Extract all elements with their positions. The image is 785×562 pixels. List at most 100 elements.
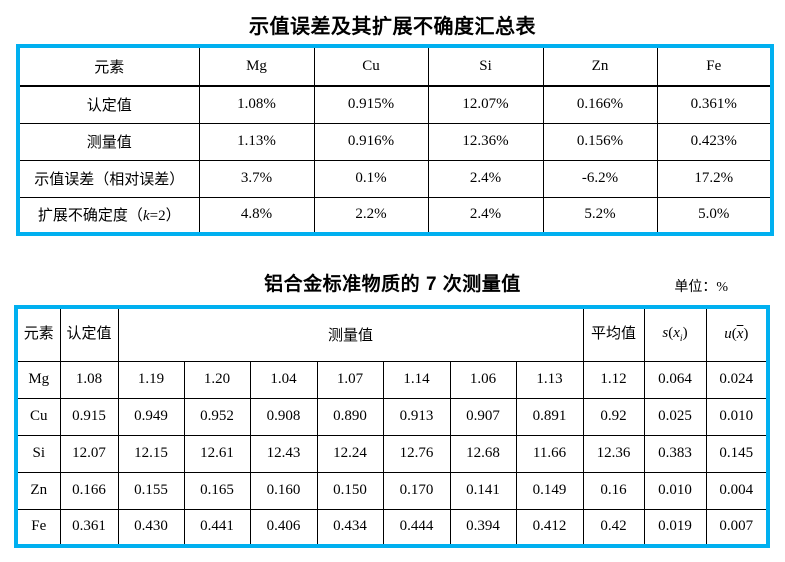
value-cell: 5.0% bbox=[656, 196, 773, 235]
value-cell: -6.2% bbox=[542, 159, 658, 198]
value-cell: 2.4% bbox=[427, 196, 544, 235]
measurement-value: 12.68 bbox=[449, 434, 517, 473]
measurement-value: 11.66 bbox=[515, 434, 584, 473]
element-symbol-header: Fe bbox=[656, 45, 773, 87]
row-label: 认定值 bbox=[17, 85, 200, 124]
measurement-value: 0.155 bbox=[117, 471, 185, 510]
element-symbol-header: Cu bbox=[313, 45, 429, 87]
measurement-value: 1.19 bbox=[117, 360, 185, 399]
measurement-value: 12.76 bbox=[382, 434, 451, 473]
row-label: 示值误差（相对误差） bbox=[17, 159, 200, 198]
element-symbol: Fe bbox=[15, 508, 61, 547]
value-cell: 0.361% bbox=[656, 85, 773, 124]
value-cell: 1.13% bbox=[198, 122, 315, 161]
measurement-value: 12.43 bbox=[249, 434, 318, 473]
measurement-value: 0.908 bbox=[249, 397, 318, 436]
measurement-value: 0.394 bbox=[449, 508, 517, 547]
element-column-header: 元素 bbox=[17, 45, 200, 87]
row-label: 测量值 bbox=[17, 122, 200, 161]
std-dev-value: 0.383 bbox=[643, 434, 707, 473]
table-row: 示值误差（相对误差） 3.7% 0.1% 2.4% -6.2% 17.2% bbox=[17, 159, 773, 198]
value-cell: 12.36% bbox=[427, 122, 544, 161]
table-row: Zn 0.166 0.155 0.165 0.160 0.150 0.170 0.141 0.1… bbox=[15, 471, 769, 510]
summary-table: 元素 Mg Cu Si Zn Fe 认定值 1.08% 0.915% 12.07% 0.166% 0… bbox=[16, 44, 774, 236]
table-row: Mg 1.08 1.19 1.20 1.04 1.07 1.14 1.06 1.13 1.12 0.… bbox=[15, 360, 769, 399]
table-row: 认定值 1.08% 0.915% 12.07% 0.166% 0.361% bbox=[17, 85, 773, 124]
std-dev-value: 0.025 bbox=[643, 397, 707, 436]
measurement-value: 0.434 bbox=[316, 508, 384, 547]
measurements-table: 元素 认定值 测量值 平均值 s(xi) u(x) Mg 1.08 1.19 1.20 1.04 1… bbox=[14, 305, 771, 548]
measurement-value: 0.907 bbox=[449, 397, 517, 436]
mean-value-header: 平均值 bbox=[582, 306, 645, 362]
element-column-header: 元素 bbox=[15, 306, 61, 362]
summary-table-body: 认定值 1.08% 0.915% 12.07% 0.166% 0.361% 测量值 1.13%… bbox=[17, 85, 773, 235]
mean-value: 1.12 bbox=[582, 360, 645, 399]
measurement-value: 0.165 bbox=[183, 471, 251, 510]
measurement-value: 1.13 bbox=[515, 360, 584, 399]
element-symbol: Zn bbox=[15, 471, 61, 510]
measured-values-header: 测量值 bbox=[117, 306, 584, 362]
table-row: Fe 0.361 0.430 0.441 0.406 0.434 0.444 0.394 0.4… bbox=[15, 508, 769, 547]
measurements-table-body: Mg 1.08 1.19 1.20 1.04 1.07 1.14 1.06 1.13 1.12 0.… bbox=[15, 360, 769, 547]
value-cell: 2.2% bbox=[313, 196, 429, 235]
measurement-value: 0.890 bbox=[316, 397, 384, 436]
measurements-table-header: 元素 认定值 测量值 平均值 s(xi) u(x) bbox=[15, 306, 769, 362]
value-cell: 4.8% bbox=[198, 196, 315, 235]
measurement-value: 12.61 bbox=[183, 434, 251, 473]
uncertainty-value: 0.024 bbox=[705, 360, 769, 399]
element-symbol: Cu bbox=[15, 397, 61, 436]
value-cell: 1.08% bbox=[198, 85, 315, 124]
measurement-value: 0.444 bbox=[382, 508, 451, 547]
value-cell: 12.07% bbox=[427, 85, 544, 124]
certified-value: 1.08 bbox=[59, 360, 119, 399]
table-row: Si 12.07 12.15 12.61 12.43 12.24 12.76 12.68 11.… bbox=[15, 434, 769, 473]
std-dev-value: 0.019 bbox=[643, 508, 707, 547]
measurement-value: 1.20 bbox=[183, 360, 251, 399]
value-cell: 17.2% bbox=[656, 159, 773, 198]
row-label: 扩展不确定度（k=2） bbox=[17, 196, 200, 235]
measurement-value: 0.170 bbox=[382, 471, 451, 510]
measurements-table-title: 铝合金标准物质的 7 次测量值 bbox=[264, 274, 521, 295]
uncertainty-value: 0.145 bbox=[705, 434, 769, 473]
table-row: 扩展不确定度（k=2） 4.8% 2.2% 2.4% 5.2% 5.0% bbox=[17, 196, 773, 235]
uncertainty-header: u(x) bbox=[705, 306, 769, 362]
measurement-value: 0.949 bbox=[117, 397, 185, 436]
uncertainty-value: 0.010 bbox=[705, 397, 769, 436]
measurement-value: 0.406 bbox=[249, 508, 318, 547]
measurement-value: 0.913 bbox=[382, 397, 451, 436]
measurements-header-row: 元素 认定值 测量值 平均值 s(xi) u(x) bbox=[15, 306, 769, 362]
measurement-value: 0.430 bbox=[117, 508, 185, 547]
measurement-value: 12.15 bbox=[117, 434, 185, 473]
std-dev-value: 0.010 bbox=[643, 471, 707, 510]
value-cell: 0.166% bbox=[542, 85, 658, 124]
measurement-value: 0.141 bbox=[449, 471, 517, 510]
uncertainty-value: 0.007 bbox=[705, 508, 769, 547]
measurement-value: 0.891 bbox=[515, 397, 584, 436]
measurement-value: 1.06 bbox=[449, 360, 517, 399]
element-symbol: Si bbox=[15, 434, 61, 473]
measurement-value: 12.24 bbox=[316, 434, 384, 473]
element-symbol-header: Zn bbox=[542, 45, 658, 87]
certified-value-header: 认定值 bbox=[59, 306, 119, 362]
certified-value: 0.915 bbox=[59, 397, 119, 436]
measurement-value: 0.441 bbox=[183, 508, 251, 547]
table-row: 测量值 1.13% 0.916% 12.36% 0.156% 0.423% bbox=[17, 122, 773, 161]
element-symbol: Mg bbox=[15, 360, 61, 399]
value-cell: 0.423% bbox=[656, 122, 773, 161]
measurement-value: 0.150 bbox=[316, 471, 384, 510]
measurement-value: 1.14 bbox=[382, 360, 451, 399]
value-cell: 0.156% bbox=[542, 122, 658, 161]
mean-value: 0.42 bbox=[582, 508, 645, 547]
mean-value: 0.92 bbox=[582, 397, 645, 436]
certified-value: 12.07 bbox=[59, 434, 119, 473]
mean-value: 0.16 bbox=[582, 471, 645, 510]
measurement-value: 0.952 bbox=[183, 397, 251, 436]
value-cell: 3.7% bbox=[198, 159, 315, 198]
value-cell: 0.1% bbox=[313, 159, 429, 198]
value-cell: 0.916% bbox=[313, 122, 429, 161]
table-row: Cu 0.915 0.949 0.952 0.908 0.890 0.913 0.907 0.8… bbox=[15, 397, 769, 436]
std-dev-header: s(xi) bbox=[643, 306, 707, 362]
measurement-value: 0.160 bbox=[249, 471, 318, 510]
measurement-value: 0.149 bbox=[515, 471, 584, 510]
std-dev-value: 0.064 bbox=[643, 360, 707, 399]
